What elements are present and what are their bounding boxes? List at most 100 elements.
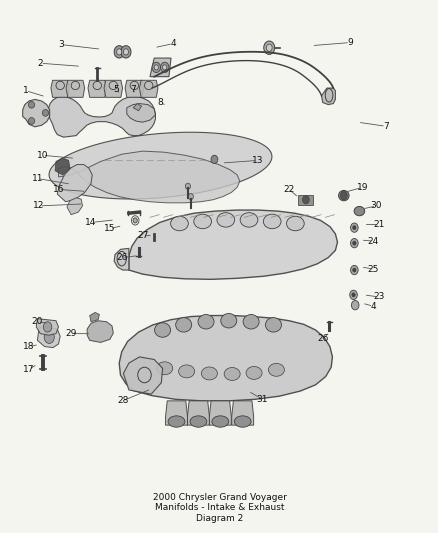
Polygon shape [187,401,209,425]
Polygon shape [55,158,70,175]
Text: 5: 5 [113,85,119,94]
Ellipse shape [243,314,258,329]
Text: 11: 11 [32,174,43,183]
Ellipse shape [28,101,35,108]
Polygon shape [127,103,155,122]
Polygon shape [58,151,239,203]
Text: 14: 14 [85,218,96,227]
Circle shape [162,65,166,70]
Text: 28: 28 [117,397,128,405]
Polygon shape [37,327,60,348]
Text: 18: 18 [23,342,35,351]
Ellipse shape [216,213,234,227]
Polygon shape [123,357,162,394]
Text: 16: 16 [53,185,64,194]
Ellipse shape [28,118,35,124]
Text: 27: 27 [137,231,148,240]
Text: 25: 25 [367,264,378,273]
Polygon shape [67,198,82,215]
Circle shape [340,191,346,200]
Circle shape [43,322,52,332]
Text: 23: 23 [372,293,384,302]
Circle shape [350,265,357,274]
Circle shape [133,218,137,223]
Text: 26: 26 [116,253,127,262]
Ellipse shape [263,214,280,229]
Circle shape [154,65,158,70]
Ellipse shape [212,416,228,427]
Ellipse shape [154,323,170,337]
Polygon shape [150,58,171,77]
Ellipse shape [201,367,217,380]
Polygon shape [57,165,92,202]
Polygon shape [114,248,129,270]
Text: 31: 31 [256,395,268,404]
Polygon shape [321,88,335,104]
Ellipse shape [240,213,257,227]
Text: 17: 17 [23,365,35,374]
Text: 10: 10 [37,151,48,160]
Circle shape [266,44,272,51]
Text: 7: 7 [382,122,388,131]
Ellipse shape [170,216,188,231]
Circle shape [211,155,217,164]
Polygon shape [165,401,187,425]
Ellipse shape [220,313,236,328]
Ellipse shape [286,216,304,231]
Text: 3: 3 [58,40,64,49]
Ellipse shape [268,364,284,376]
Ellipse shape [245,367,261,379]
Polygon shape [139,80,158,98]
Text: 21: 21 [372,220,384,229]
Text: 12: 12 [33,201,45,211]
Ellipse shape [178,365,194,378]
Polygon shape [298,195,313,205]
Ellipse shape [175,318,191,332]
Ellipse shape [156,362,172,375]
Circle shape [350,301,358,310]
Circle shape [120,46,131,58]
Circle shape [350,223,357,232]
Text: 20: 20 [32,317,43,326]
Circle shape [302,196,308,204]
Circle shape [114,46,124,58]
Text: 8: 8 [157,98,163,107]
Circle shape [185,183,190,189]
Ellipse shape [190,416,206,427]
Polygon shape [209,401,231,425]
Circle shape [160,62,169,72]
Polygon shape [36,319,58,335]
Polygon shape [48,96,155,137]
Text: 22: 22 [283,185,294,194]
Polygon shape [129,210,337,279]
Polygon shape [119,316,332,401]
Polygon shape [125,80,143,98]
Circle shape [188,193,193,200]
Text: 1: 1 [23,86,28,95]
Polygon shape [87,321,113,342]
Polygon shape [66,80,85,98]
Ellipse shape [224,367,240,381]
Circle shape [351,293,354,297]
Text: 4: 4 [370,302,375,311]
Text: 26: 26 [316,334,328,343]
Circle shape [152,62,160,72]
Text: 2000 Chrysler Grand Voyager
Manifolds - Intake & Exhaust
Diagram 2: 2000 Chrysler Grand Voyager Manifolds - … [152,493,286,523]
Text: 24: 24 [367,237,378,246]
Ellipse shape [42,109,49,116]
Text: 29: 29 [65,329,77,338]
Text: 13: 13 [251,156,262,165]
Circle shape [117,49,121,55]
Polygon shape [49,132,271,199]
Polygon shape [89,312,99,322]
Text: 9: 9 [346,38,352,47]
Circle shape [44,331,54,343]
Polygon shape [133,103,141,111]
Polygon shape [104,80,122,98]
Circle shape [123,49,128,55]
Ellipse shape [168,416,184,427]
Circle shape [352,225,355,230]
Ellipse shape [353,206,364,216]
Circle shape [350,238,357,248]
Polygon shape [88,80,106,98]
